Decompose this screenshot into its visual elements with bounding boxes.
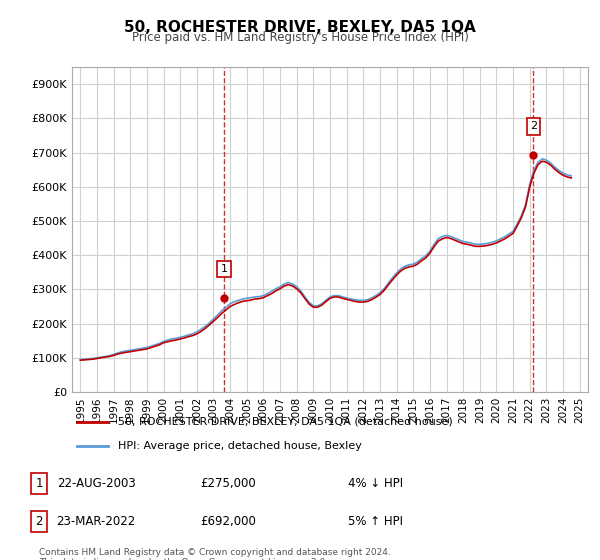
Text: 4% ↓ HPI: 4% ↓ HPI bbox=[348, 477, 403, 490]
Text: Price paid vs. HM Land Registry's House Price Index (HPI): Price paid vs. HM Land Registry's House … bbox=[131, 31, 469, 44]
Text: 22-AUG-2003: 22-AUG-2003 bbox=[56, 477, 136, 490]
Text: £692,000: £692,000 bbox=[200, 515, 256, 528]
Text: 50, ROCHESTER DRIVE, BEXLEY, DA5 1QA: 50, ROCHESTER DRIVE, BEXLEY, DA5 1QA bbox=[124, 20, 476, 35]
Text: 2: 2 bbox=[35, 515, 43, 528]
Text: 5% ↑ HPI: 5% ↑ HPI bbox=[348, 515, 403, 528]
Text: 2: 2 bbox=[530, 122, 537, 132]
Text: 23-MAR-2022: 23-MAR-2022 bbox=[56, 515, 136, 528]
Text: £275,000: £275,000 bbox=[200, 477, 256, 490]
Text: 1: 1 bbox=[35, 477, 43, 490]
Text: 1: 1 bbox=[221, 264, 228, 274]
Text: HPI: Average price, detached house, Bexley: HPI: Average price, detached house, Bexl… bbox=[118, 441, 362, 451]
Text: 50, ROCHESTER DRIVE, BEXLEY, DA5 1QA (detached house): 50, ROCHESTER DRIVE, BEXLEY, DA5 1QA (de… bbox=[118, 417, 453, 427]
Text: Contains HM Land Registry data © Crown copyright and database right 2024.
This d: Contains HM Land Registry data © Crown c… bbox=[39, 548, 391, 560]
